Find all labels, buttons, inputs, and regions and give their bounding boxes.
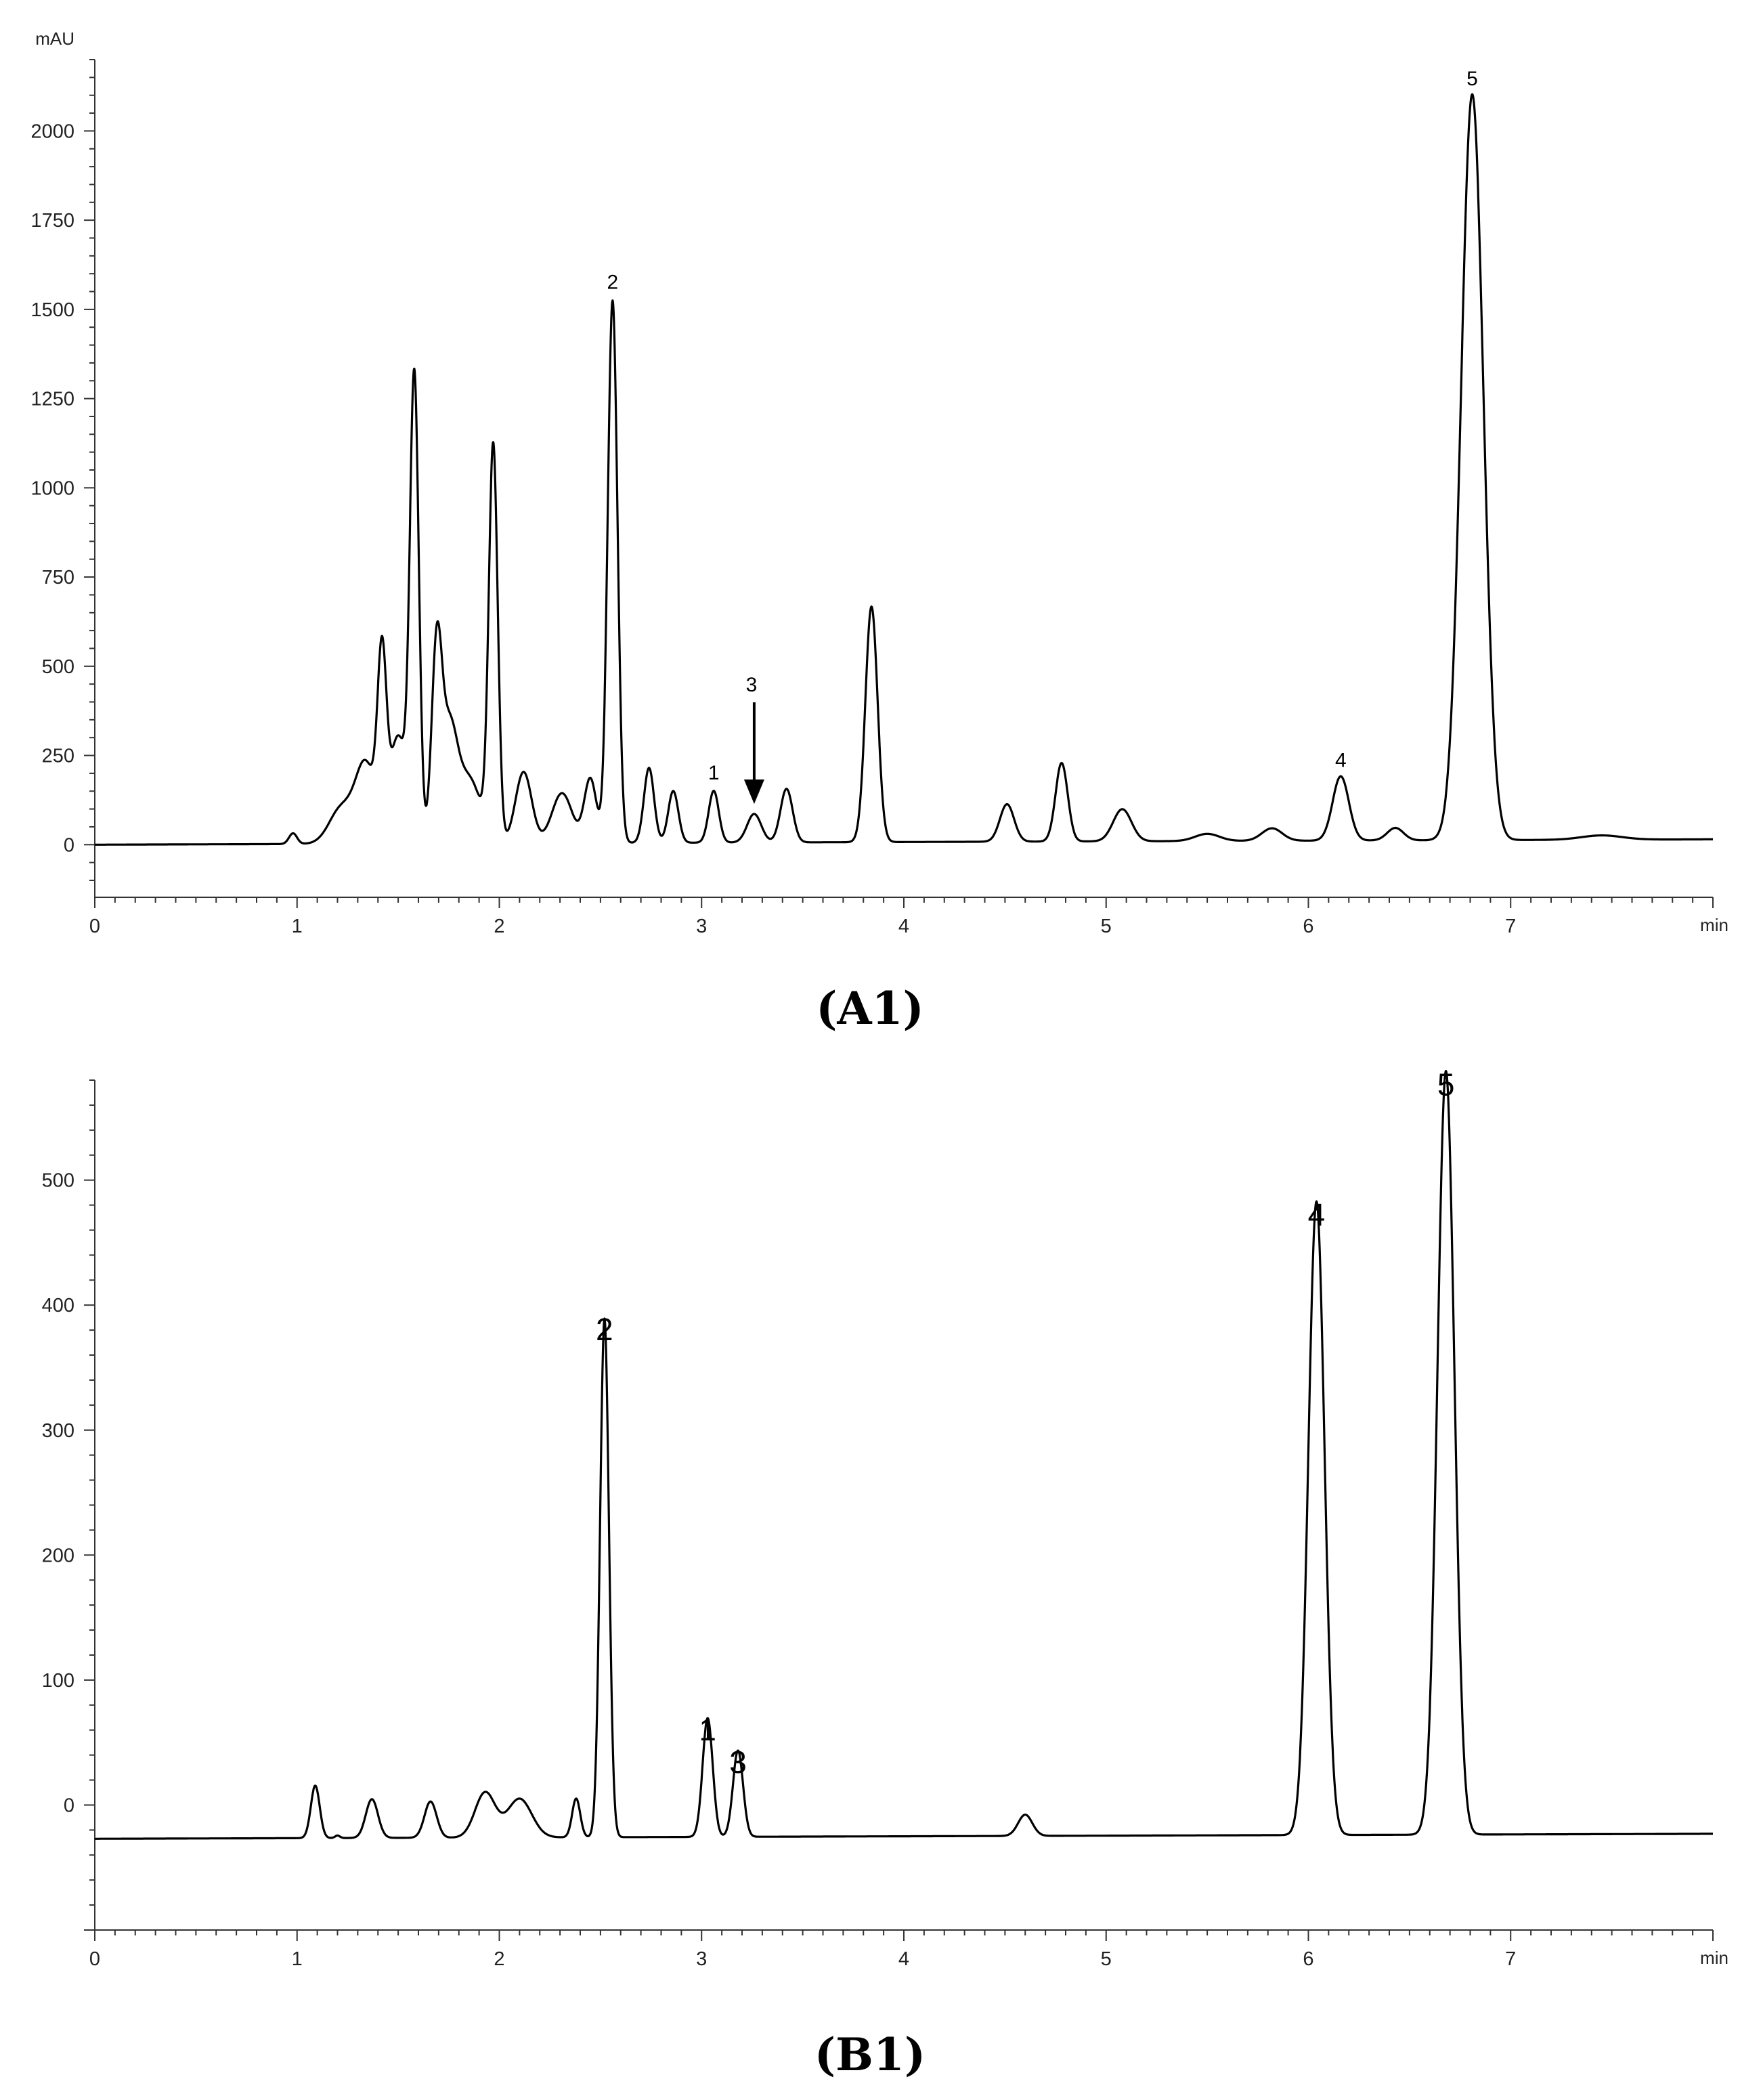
a1-x-tick-label: 4 <box>898 916 909 937</box>
a1-y-tick-label: 1750 <box>30 210 74 232</box>
a1-y-tick-label: 500 <box>42 656 74 678</box>
b1-x-unit: min <box>1700 1948 1728 1968</box>
b1-y-tick-label: 500 <box>42 1170 74 1192</box>
b1-peak-label: 3 <box>729 1744 747 1780</box>
b1-y-tick-label: 300 <box>42 1420 74 1442</box>
a1-y-tick-label: 1000 <box>30 477 74 499</box>
b1-y-tick-label: 400 <box>42 1295 74 1316</box>
a1-chromatogram-trace <box>93 93 1714 846</box>
a1-x-tick-label: 2 <box>494 916 504 937</box>
b1-y-tick-label: 200 <box>42 1545 74 1566</box>
a1-y-tick-label: 750 <box>42 567 74 588</box>
b1-x-tick-label: 0 <box>89 1948 100 1970</box>
a1-y-tick-label: 250 <box>42 746 74 767</box>
a1-peak-label: 5 <box>1466 68 1478 90</box>
panel-label-a1: (A1) <box>816 982 924 1035</box>
a1-y-tick-label: 2000 <box>30 121 74 142</box>
b1-peak-label: 4 <box>1308 1197 1326 1232</box>
a1-peak-label: 4 <box>1335 749 1347 771</box>
b1-x-tick-label: 1 <box>292 1948 303 1970</box>
b1-x-tick-label: 2 <box>494 1948 504 1970</box>
a1-x-tick-label: 5 <box>1101 916 1112 937</box>
panel-label-b1: (B1) <box>814 2028 926 2081</box>
a1-y-tick-label: 1500 <box>30 299 74 321</box>
b1-x-tick-label: 6 <box>1303 1948 1313 1970</box>
a1-y-unit: mAU <box>35 28 74 49</box>
b1-peak-label: 2 <box>596 1312 613 1347</box>
a1-y-tick-label: 0 <box>64 834 74 856</box>
a1-x-tick-label: 3 <box>696 916 707 937</box>
a1-x-tick-label: 1 <box>292 916 303 937</box>
a1-x-tick-label: 6 <box>1303 916 1313 937</box>
b1-chromatogram-trace <box>93 1069 1714 1840</box>
b1-x-tick-label: 7 <box>1505 1948 1516 1970</box>
b1-y-tick-label: 0 <box>64 1795 74 1816</box>
a1-y-tick-label: 1250 <box>30 389 74 410</box>
a1-peak-label: 3 <box>746 674 758 696</box>
a1-x-tick-label: 7 <box>1505 916 1516 937</box>
a1-x-unit: min <box>1700 915 1728 935</box>
a1-peak-label: 1 <box>708 762 720 784</box>
b1-peak-label: 5 <box>1437 1067 1455 1102</box>
a1-peak-label: 2 <box>607 271 618 293</box>
b1-peak-label: 1 <box>699 1712 716 1747</box>
b1-x-tick-label: 5 <box>1101 1948 1112 1970</box>
b1-x-tick-label: 4 <box>898 1948 909 1970</box>
a1-peak-arrow-head <box>743 779 764 805</box>
a1-x-tick-label: 0 <box>89 916 100 937</box>
b1-y-tick-label: 100 <box>42 1670 74 1692</box>
b1-x-tick-label: 3 <box>696 1948 707 1970</box>
